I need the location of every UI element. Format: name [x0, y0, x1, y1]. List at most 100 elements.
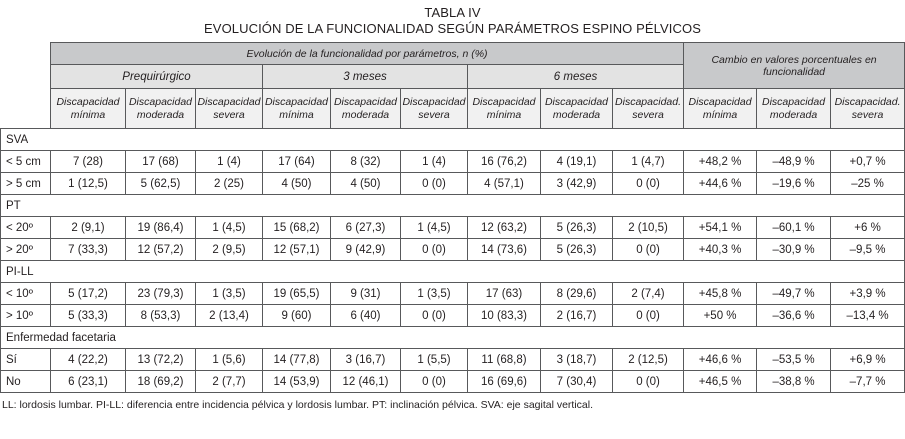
table-cell: 8 (53,3)	[125, 304, 196, 327]
table-cell: 1 (3,5)	[195, 282, 263, 305]
title-line-1: TABLA IV	[424, 5, 481, 20]
row-label: > 5 cm	[0, 172, 51, 195]
table-cell: +45,8 %	[683, 282, 758, 305]
table-cell: –7,7 %	[830, 370, 905, 393]
table-cell: –60,1 %	[756, 216, 832, 239]
table-cell: 3 (42,9)	[540, 172, 613, 195]
table-row: < 5 cm 7 (28) 17 (68) 1 (4) 17 (64) 8 (32) 1 (…	[0, 150, 905, 173]
table-cell: 0 (0)	[400, 172, 468, 195]
table-cell: 1 (4)	[400, 150, 468, 173]
section-row: Enfermedad facetaria	[0, 326, 905, 349]
table-cell: 13 (72,2)	[125, 348, 196, 371]
table-cell: 2 (12,5)	[611, 348, 685, 371]
table-cell: –9,5 %	[830, 238, 905, 261]
table-cell: 19 (86,4)	[125, 216, 196, 239]
table-cell: 0 (0)	[611, 370, 685, 393]
table-cell: 17 (68)	[125, 150, 196, 173]
table-cell: 15 (68,2)	[262, 216, 331, 239]
table-cell: 5 (62,5)	[125, 172, 196, 195]
table-row: > 10º 5 (33,3) 8 (53,3) 2 (13,4) 9 (60) 6 (40…	[0, 304, 905, 327]
table-cell: 16 (76,2)	[467, 150, 541, 173]
row-label: > 20º	[0, 238, 51, 261]
table-cell: 2 (9,1)	[50, 216, 126, 239]
table-cell: –30,9 %	[756, 238, 832, 261]
table-cell: 16 (69,6)	[467, 370, 541, 393]
subheader-preq-severa: Discapacidad severa	[195, 88, 263, 129]
subheader-cambio-severa: Discapacidad. severa	[830, 88, 905, 129]
table-cell: 4 (50)	[330, 172, 401, 195]
table-cell: 19 (65,5)	[262, 282, 331, 305]
table-cell: +0,7 %	[830, 150, 905, 173]
table-cell: 9 (60)	[262, 304, 331, 327]
section-label: PT	[0, 194, 905, 217]
row-label: < 5 cm	[0, 150, 51, 173]
header-group-3-meses: 3 meses	[262, 64, 468, 89]
table-cell: –25 %	[830, 172, 905, 195]
table-row: Sí 4 (22,2) 13 (72,2) 1 (5,6) 14 (77,8) 3 (16…	[0, 348, 905, 371]
row-label: No	[0, 370, 51, 393]
table-cell: 0 (0)	[400, 370, 468, 393]
subheader-3m-moderada: Discapacidad moderada	[330, 88, 401, 129]
table-cell: 7 (33,3)	[50, 238, 126, 261]
header-corner-cell-2	[1, 65, 51, 89]
table-cell: 0 (0)	[611, 304, 685, 327]
section-row: PI-LL	[0, 260, 905, 283]
table-cell: 6 (40)	[330, 304, 401, 327]
table-cell: 18 (69,2)	[125, 370, 196, 393]
table-cell: 10 (83,3)	[467, 304, 541, 327]
page-title: TABLA IV EVOLUCIÓN DE LA FUNCIONALIDAD S…	[0, 0, 905, 37]
row-label: < 10º	[0, 282, 51, 305]
section-label: PI-LL	[0, 260, 905, 283]
table-cell: 1 (12,5)	[50, 172, 126, 195]
table-cell: 1 (4,5)	[400, 216, 468, 239]
subheader-6m-minima: Discapacidad mínima	[467, 88, 541, 129]
table-cell: +46,5 %	[683, 370, 758, 393]
row-label: > 10º	[0, 304, 51, 327]
section-row: PT	[0, 194, 905, 217]
table-cell: –13,4 %	[830, 304, 905, 327]
table-cell: 12 (63,2)	[467, 216, 541, 239]
subheader-preq-minima: Discapacidad mínima	[50, 88, 126, 129]
table-cell: –53,5 %	[756, 348, 832, 371]
table-cell: 0 (0)	[611, 172, 685, 195]
table-cell: 2 (25)	[195, 172, 263, 195]
header-corner-cell-3	[1, 89, 51, 129]
table-cell: 17 (63)	[467, 282, 541, 305]
subheader-cambio-minima: Discapacidad mínima	[683, 88, 758, 129]
table-cell: +40,3 %	[683, 238, 758, 261]
table-row: < 10º 5 (17,2) 23 (79,3) 1 (3,5) 19 (65,5) 9 …	[0, 282, 905, 305]
subheader-6m-severa: Discapacidad. severa	[611, 88, 685, 129]
table-cell: 2 (7,4)	[611, 282, 685, 305]
table-cell: 4 (19,1)	[540, 150, 613, 173]
title-line-2: EVOLUCIÓN DE LA FUNCIONALIDAD SEGÚN PARÁ…	[204, 21, 701, 36]
table-cell: 5 (26,3)	[540, 216, 613, 239]
table-cell: 4 (57,1)	[467, 172, 541, 195]
subheader-preq-moderada: Discapacidad moderada	[125, 88, 196, 129]
table-cell: 0 (0)	[400, 304, 468, 327]
table-cell: 2 (10,5)	[611, 216, 685, 239]
table-cell: –36,6 %	[756, 304, 832, 327]
table-cell: 14 (77,8)	[262, 348, 331, 371]
table-cell: 2 (16,7)	[540, 304, 613, 327]
table-cell: +44,6 %	[683, 172, 758, 195]
table-cell: 12 (57,2)	[125, 238, 196, 261]
table-cell: +6 %	[830, 216, 905, 239]
table-cell: 11 (68,8)	[467, 348, 541, 371]
table-footnote: LL: lordosis lumbar. PI-LL: diferencia e…	[2, 399, 594, 411]
subheader-3m-severa: Discapacidad severa	[400, 88, 468, 129]
table-cell: +46,6 %	[683, 348, 758, 371]
table-cell: 1 (5,5)	[400, 348, 468, 371]
table-cell: 5 (33,3)	[50, 304, 126, 327]
row-label: Sí	[0, 348, 51, 371]
table-cell: 1 (4,5)	[195, 216, 263, 239]
table-cell: 1 (5,6)	[195, 348, 263, 371]
table-row: > 20º 7 (33,3) 12 (57,2) 2 (9,5) 12 (57,1) 9 …	[0, 238, 905, 261]
table-cell: 5 (26,3)	[540, 238, 613, 261]
table-cell: +50 %	[683, 304, 758, 327]
table-cell: +48,2 %	[683, 150, 758, 173]
header-row-subheaders: Discapacidad mínima Discapacidad moderad…	[1, 88, 905, 129]
table-cell: 2 (9,5)	[195, 238, 263, 261]
table-cell: –38,8 %	[756, 370, 832, 393]
table-cell: 1 (3,5)	[400, 282, 468, 305]
header-group-prequirurgico: Prequirúrgico	[50, 64, 263, 89]
